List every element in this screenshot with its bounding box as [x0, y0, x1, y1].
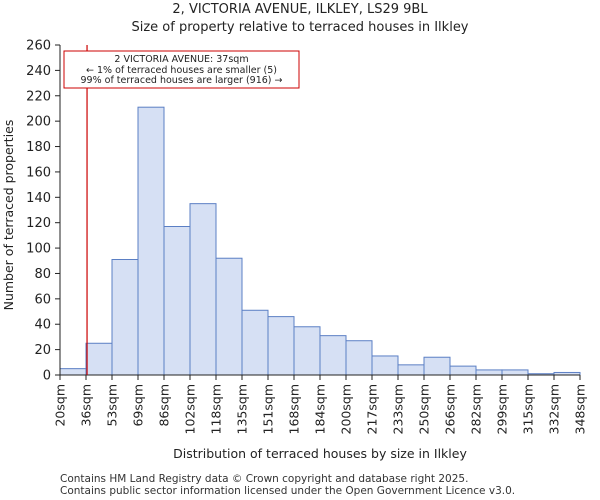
bar-200sqm [345, 340, 373, 376]
bar-69sqm [137, 106, 165, 376]
bar-118sqm [215, 257, 243, 376]
bar-266sqm [449, 365, 477, 376]
y-tick-label: 200 [26, 115, 51, 130]
bar-151sqm [267, 316, 295, 376]
y-tick-label: 220 [26, 89, 51, 104]
x-tick-label: 315sqm [521, 384, 536, 434]
x-axis-label: Distribution of terraced houses by size … [173, 446, 467, 461]
annotation-line-3: 99% of terraced houses are larger (916) … [81, 75, 283, 86]
chart-title: 2, VICTORIA AVENUE, ILKLEY, LS29 9BL [172, 2, 428, 17]
x-tick-label: 151sqm [261, 384, 276, 434]
x-tick-label: 250sqm [417, 384, 432, 434]
annotation-line-1: 2 VICTORIA AVENUE: 37sqm [114, 54, 248, 65]
y-axis-label: Number of terraced properties [1, 120, 16, 311]
x-tick-label: 184sqm [313, 384, 328, 434]
x-tick-label: 217sqm [365, 384, 380, 434]
y-tick-label: 140 [26, 191, 51, 206]
chart-subtitle: Size of property relative to terraced ho… [131, 20, 469, 35]
bars-group [59, 106, 581, 376]
x-tick-label: 168sqm [287, 384, 302, 434]
footer-line-1: Contains HM Land Registry data © Crown c… [60, 473, 469, 485]
property-marker: 2 VICTORIA AVENUE: 37sqm← 1% of terraced… [63, 45, 300, 375]
bar-184sqm [319, 335, 347, 376]
annotation-line-2: ← 1% of terraced houses are smaller (5) [86, 65, 277, 76]
x-tick-label: 135sqm [235, 384, 250, 434]
bar-250sqm [423, 356, 451, 376]
bar-168sqm [293, 326, 321, 376]
x-tick-label: 332sqm [547, 384, 562, 434]
x-tick-label: 348sqm [573, 384, 588, 434]
x-tick-label: 69sqm [131, 384, 146, 427]
x-tick-label: 53sqm [105, 384, 120, 427]
x-tick-label: 299sqm [495, 384, 510, 434]
bar-102sqm [189, 203, 217, 376]
y-tick-label: 120 [26, 216, 51, 231]
y-tick-label: 100 [26, 242, 51, 257]
annotation-box [63, 50, 300, 89]
x-tick-label: 233sqm [391, 384, 406, 434]
bar-135sqm [241, 309, 269, 376]
x-tick-label: 200sqm [339, 384, 354, 434]
y-tick-label: 40 [34, 318, 51, 333]
x-tick-label: 118sqm [209, 384, 224, 434]
bar-299sqm [501, 369, 529, 376]
y-tick-label: 260 [26, 39, 51, 54]
y-tick-label: 0 [43, 369, 51, 384]
bar-233sqm [397, 364, 425, 376]
x-tick-label: 266sqm [443, 384, 458, 434]
y-tick-label: 160 [26, 165, 51, 180]
x-tick-label: 282sqm [469, 384, 484, 434]
bar-53sqm [111, 259, 139, 376]
x-tick-label: 36sqm [79, 384, 94, 427]
y-axis: 0 20 40 60 80 100 120 140 160 180 200 220 240 260 [26, 39, 61, 384]
y-tick-label: 80 [34, 267, 51, 282]
bar-282sqm [475, 369, 503, 376]
x-tick-label: 20sqm [53, 384, 68, 427]
bar-217sqm [371, 355, 399, 376]
footer-line-2: Contains public sector information licen… [60, 485, 516, 497]
y-tick-label: 240 [26, 64, 51, 79]
bar-36sqm [85, 342, 113, 376]
x-tick-label: 86sqm [157, 384, 172, 427]
y-tick-label: 60 [34, 292, 51, 307]
x-axis: 20sqm 36sqm 53sqm 69sqm 86sqm 102sqm 118sqm 135… [53, 374, 588, 434]
x-tick-label: 102sqm [183, 384, 198, 434]
y-tick-label: 180 [26, 140, 51, 155]
bar-86sqm [163, 226, 191, 376]
bar-20sqm [59, 368, 87, 376]
histogram-chart: 0 20 40 60 80 100 120 140 160 180 200 220 240 260 20s… [1, 39, 588, 462]
y-tick-label: 20 [34, 343, 51, 358]
